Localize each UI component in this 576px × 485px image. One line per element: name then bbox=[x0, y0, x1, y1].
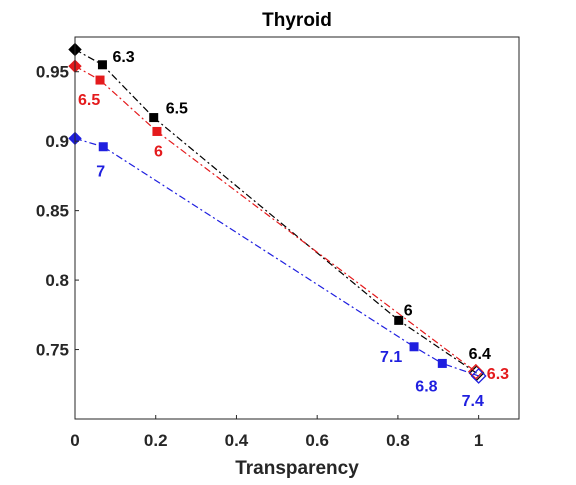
data-point-label: 7 bbox=[96, 164, 105, 181]
y-tick-label: 0.85 bbox=[36, 202, 69, 221]
x-tick-label: 0.8 bbox=[386, 431, 410, 450]
data-point-square-marker bbox=[152, 126, 162, 136]
data-point-label: 6 bbox=[404, 302, 413, 319]
data-point-square-marker bbox=[98, 142, 108, 152]
series-1: 6.3 6.5 6 6.4 bbox=[68, 42, 491, 382]
data-point-label: 7.1 bbox=[380, 349, 402, 366]
x-tick-label: 0 bbox=[70, 431, 79, 450]
data-point-square-marker bbox=[149, 113, 159, 123]
series-3: 7 7.1 6.8 7.4 bbox=[68, 131, 487, 410]
data-point-square-marker bbox=[437, 358, 447, 368]
data-point-square-marker bbox=[97, 60, 107, 70]
data-point-label: 6.8 bbox=[415, 378, 437, 395]
end-point-open-diamond-marker bbox=[470, 368, 487, 384]
data-point-label: 6.3 bbox=[112, 49, 134, 66]
data-point-label: 6 bbox=[154, 143, 163, 160]
x-tick-label: 1 bbox=[474, 431, 483, 450]
plot-area-frame bbox=[74, 36, 520, 420]
x-axis-title: Transparency bbox=[235, 458, 359, 479]
x-tick-label: 0.4 bbox=[225, 431, 249, 450]
y-tick-label: 0.9 bbox=[45, 132, 69, 151]
series-line bbox=[74, 137, 479, 377]
data-point-square-marker bbox=[394, 315, 404, 325]
series-line bbox=[74, 48, 477, 374]
x-tick-label: 0.2 bbox=[144, 431, 168, 450]
data-point-label: 7.4 bbox=[462, 393, 484, 410]
data-point-label: 6.5 bbox=[166, 101, 188, 118]
series-line bbox=[74, 65, 477, 373]
data-point-label: 6.3 bbox=[487, 366, 509, 383]
y-tick-label: 0.8 bbox=[45, 271, 69, 290]
data-point-label: 6.4 bbox=[469, 346, 491, 363]
y-tick-label: 0.75 bbox=[36, 341, 69, 360]
plot-area-background bbox=[75, 37, 519, 419]
data-point-square-marker bbox=[95, 75, 105, 85]
data-point-square-marker bbox=[409, 342, 419, 352]
x-tick-label: 0.6 bbox=[305, 431, 329, 450]
chart-title: Thyroid bbox=[262, 10, 332, 31]
end-point-open-diamond-marker bbox=[467, 363, 484, 380]
y-tick-label: 0.95 bbox=[36, 63, 69, 82]
data-point-label: 6.5 bbox=[78, 92, 100, 109]
